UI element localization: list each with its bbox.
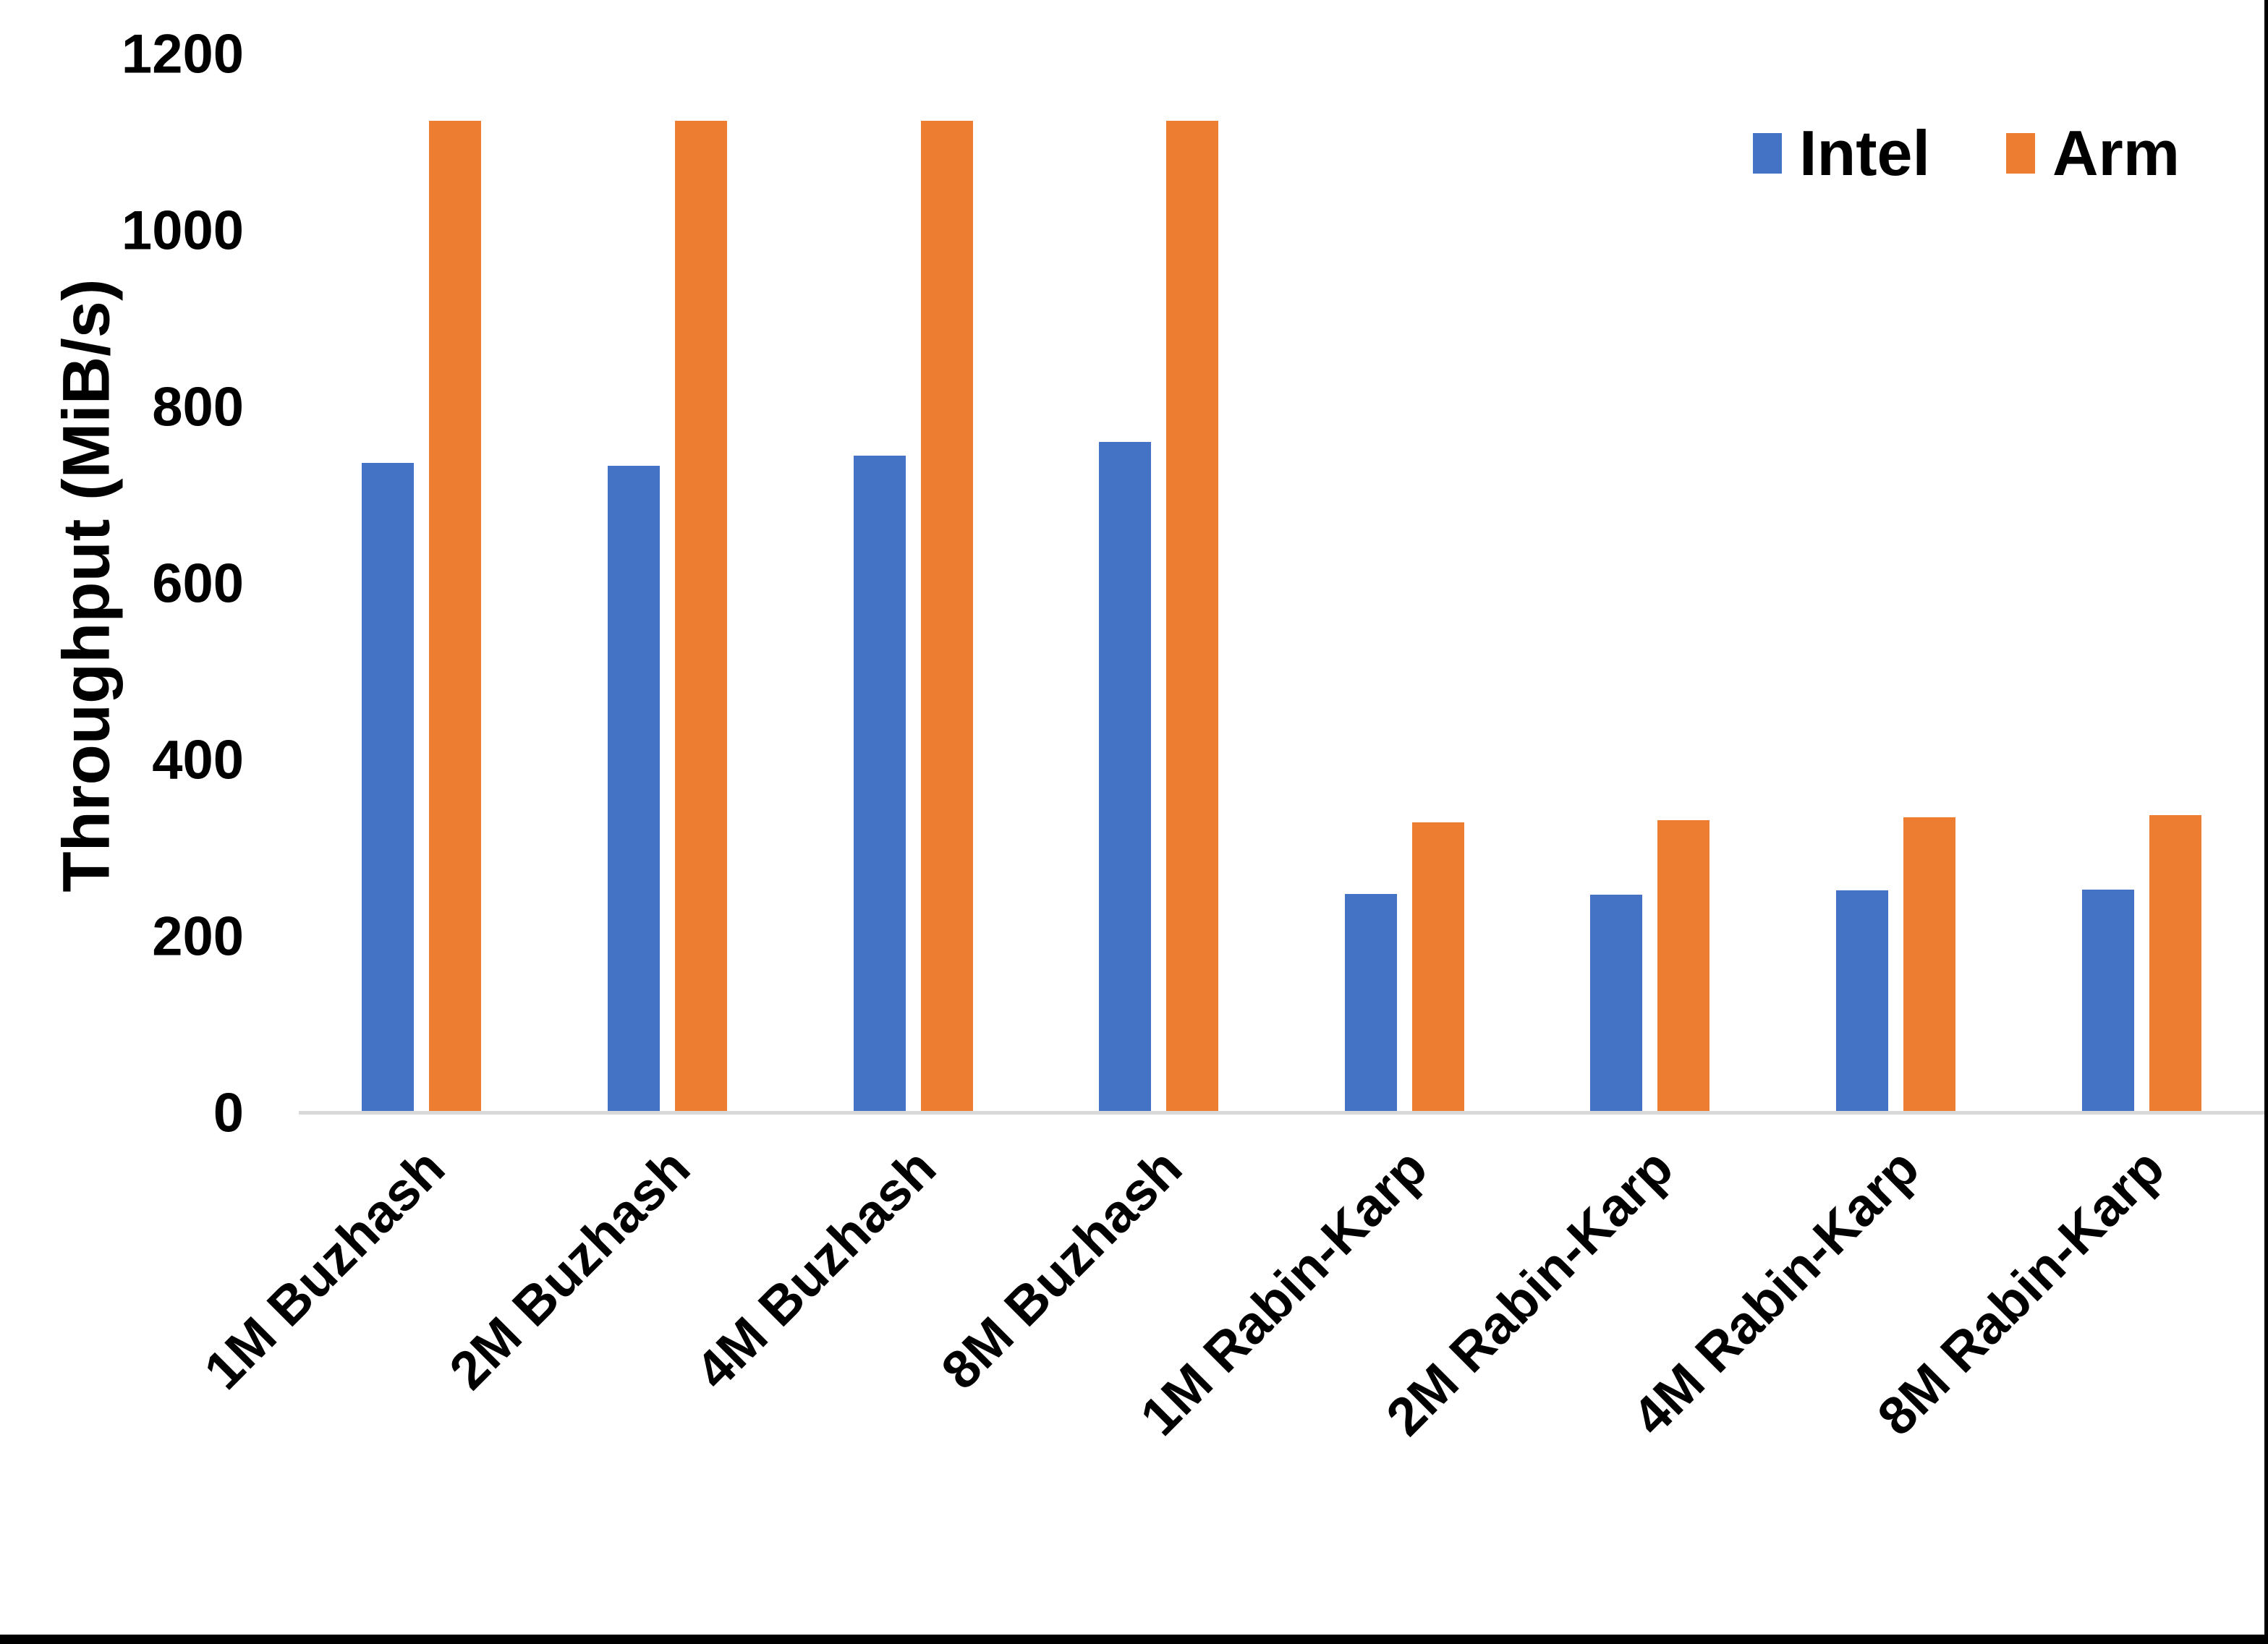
bar-arm-4m-rabin-karp [1903, 817, 1956, 1111]
x-axis-category-labels: 1M Buzhash 2M Buzhash 4M Buzhash 8M Buzhash… [192, 1118, 2264, 1567]
y-tick-label-1200: 1200 [121, 23, 244, 85]
bar-intel-8m-buzhash [1099, 441, 1152, 1111]
bar-arm-2m-rabin-karp [1657, 819, 1710, 1111]
bar-intel-2m-buzhash [607, 465, 660, 1111]
arm-series-swatch-icon [2005, 133, 2035, 174]
y-tick-label-200: 200 [152, 906, 244, 968]
legend: Intel Arm [1753, 122, 2180, 185]
bar-arm-1m-rabin-karp [1411, 822, 1464, 1111]
y-tick-label-0: 0 [213, 1082, 244, 1144]
bar-group-8m-buzhash [1036, 56, 1282, 1111]
bar-intel-4m-buzhash [853, 456, 906, 1111]
x-category-label-4m-rabin-karp: 4M Rabin-Karp [1620, 1137, 1930, 1447]
bar-intel-4m-rabin-karp [1836, 890, 1889, 1111]
bar-arm-1m-buzhash [429, 120, 482, 1111]
bar-group-1m-buzhash [299, 56, 545, 1111]
legend-label-intel: Intel [1799, 117, 1930, 189]
bar-arm-8m-buzhash [1166, 120, 1219, 1111]
bar-intel-1m-rabin-karp [1344, 893, 1397, 1111]
bar-group-1m-rabin-karp [1282, 56, 1528, 1111]
bar-group-8m-rabin-karp [2018, 56, 2264, 1111]
x-category-label-1m-rabin-karp: 1M Rabin-Karp [1129, 1137, 1439, 1447]
bar-group-2m-rabin-karp [1527, 56, 1773, 1111]
y-axis-tick-labels: 0 200 400 600 800 1000 1200 [0, 27, 244, 1141]
y-tick-label-1000: 1000 [121, 200, 244, 262]
x-category-label-8m-rabin-karp: 8M Rabin-Karp [1866, 1137, 2176, 1447]
legend-item-arm: Arm [2005, 117, 2180, 189]
legend-label-arm: Arm [2052, 117, 2180, 189]
x-category-label-2m-buzhash: 2M Buzhash [438, 1137, 702, 1401]
x-category-label-8m-buzhash: 8M Buzhash [929, 1137, 1193, 1401]
bar-arm-4m-buzhash [920, 120, 973, 1111]
y-tick-label-800: 800 [152, 376, 244, 438]
legend-item-intel: Intel [1753, 122, 1930, 185]
plot-area [299, 56, 2264, 1115]
x-category-label-4m-buzhash: 4M Buzhash [684, 1137, 948, 1401]
bar-arm-8m-rabin-karp [2149, 815, 2201, 1111]
intel-series-swatch-icon [1753, 133, 1783, 174]
y-tick-label-600: 600 [152, 553, 244, 615]
x-category-label-2m-rabin-karp: 2M Rabin-Karp [1375, 1137, 1685, 1447]
y-tick-label-400: 400 [152, 729, 244, 791]
bar-group-4m-buzhash [790, 56, 1036, 1111]
x-category-label-1m-buzhash: 1M Buzhash [192, 1137, 456, 1401]
bar-intel-1m-buzhash [362, 462, 415, 1111]
bar-group-2m-buzhash [545, 56, 791, 1111]
bar-group-4m-rabin-karp [1773, 56, 2019, 1111]
bar-intel-8m-rabin-karp [2081, 889, 2134, 1111]
bar-intel-2m-rabin-karp [1590, 894, 1643, 1111]
bar-arm-2m-buzhash [674, 120, 727, 1111]
